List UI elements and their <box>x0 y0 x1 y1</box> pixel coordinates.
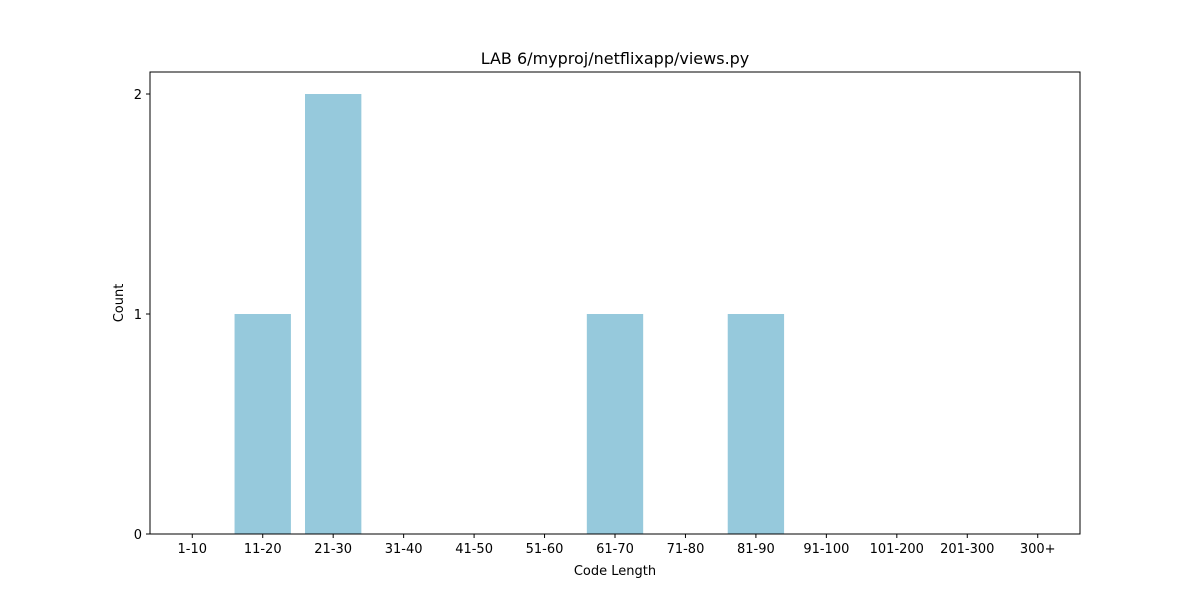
y-axis-label: Count <box>112 284 127 323</box>
bar-21-30 <box>305 94 362 534</box>
bar-11-20 <box>234 314 291 534</box>
bar-61-70 <box>586 314 644 534</box>
x-tick-label: 71-80 <box>667 542 705 557</box>
chart-title: LAB 6/myproj/netflixapp/views.py <box>481 49 750 68</box>
x-tick-label: 1-10 <box>178 542 208 557</box>
bar-81-90 <box>727 314 785 534</box>
y-tick-label: 1 <box>134 308 142 323</box>
x-axis-label: Code Length <box>574 564 656 579</box>
x-tick-label: 51-60 <box>526 542 564 557</box>
x-tick-label: 11-20 <box>244 542 282 557</box>
x-tick-label: 201-300 <box>940 542 994 557</box>
y-axis-ticks: 0 1 2 <box>134 88 150 543</box>
x-axis-ticks: 1-10 11-20 21-30 31-40 41-50 51-60 61-70 71-80 8… <box>178 534 1056 557</box>
x-tick-label: 21-30 <box>314 542 352 557</box>
x-tick-label: 31-40 <box>385 542 423 557</box>
x-tick-label: 300+ <box>1020 542 1056 557</box>
x-tick-label: 101-200 <box>870 542 924 557</box>
plot-frame <box>149 71 1081 535</box>
x-tick-label: 81-90 <box>737 542 775 557</box>
y-tick-label: 2 <box>134 88 142 103</box>
x-tick-label: 91-100 <box>803 542 849 557</box>
x-tick-label: 41-50 <box>455 542 493 557</box>
x-tick-label: 61-70 <box>596 542 634 557</box>
bars-group <box>234 94 785 534</box>
y-tick-label: 0 <box>134 528 142 543</box>
